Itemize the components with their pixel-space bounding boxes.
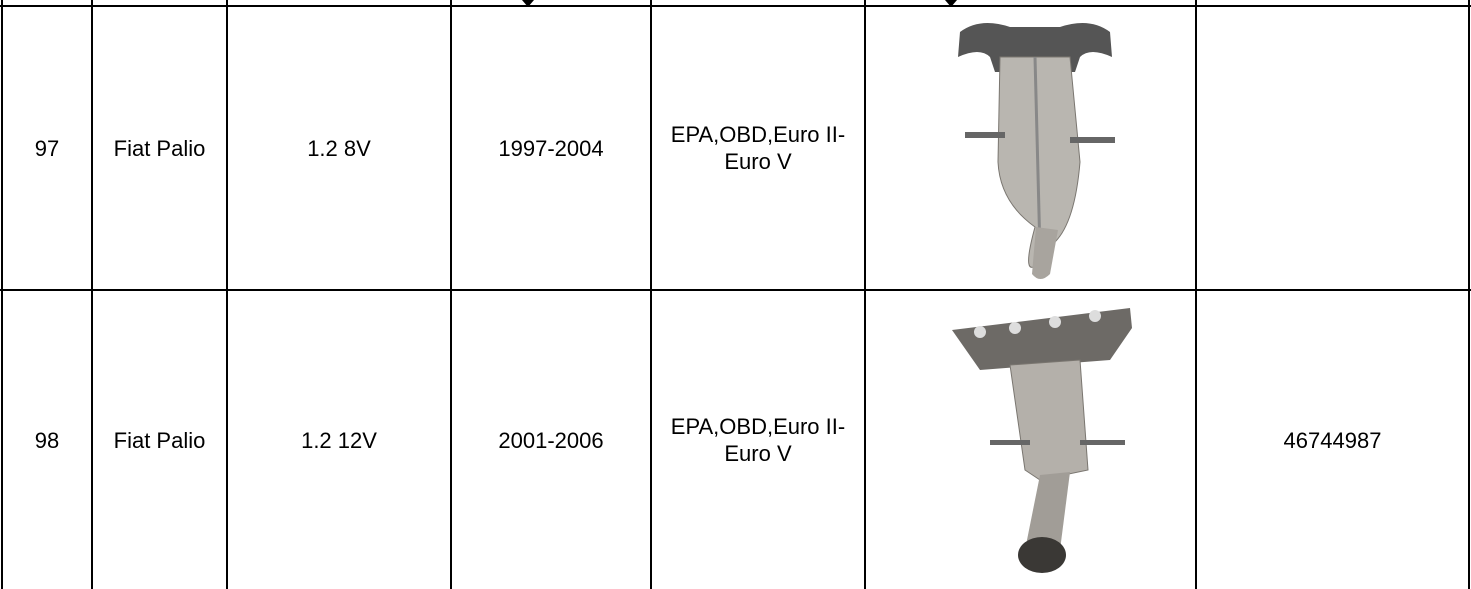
marker (943, 0, 959, 10)
engine: 1.2 12V (301, 427, 377, 454)
standard: EPA,OBD,Euro II-Euro V (656, 413, 861, 467)
cell: 1997-2004 (452, 7, 650, 289)
product-image (940, 12, 1130, 284)
page: {"table": {"rows": [ {"no": "97", "model… (0, 0, 1471, 589)
cell: Fiat Palio (93, 291, 226, 589)
years: 1997-2004 (498, 135, 603, 162)
cell: 2001-2006 (452, 291, 650, 589)
model: Fiat Palio (114, 427, 206, 454)
cell: Fiat Palio (93, 7, 226, 289)
part-number: 46744987 (1284, 427, 1382, 454)
years: 2001-2006 (498, 427, 603, 454)
standard: EPA,OBD,Euro II-Euro V (656, 121, 861, 175)
cell: 97 (3, 7, 91, 289)
column-divider (1468, 0, 1470, 589)
cell: 1.2 12V (228, 291, 450, 589)
column-divider (864, 0, 866, 589)
cell: 98 (3, 291, 91, 589)
cell: 46744987 (1197, 291, 1468, 589)
cell: 1.2 8V (228, 7, 450, 289)
cell: EPA,OBD,Euro II-Euro V (652, 7, 864, 289)
product-image (940, 300, 1140, 580)
model: Fiat Palio (114, 135, 206, 162)
engine: 1.2 8V (307, 135, 371, 162)
row-number: 98 (35, 427, 59, 454)
row-number: 97 (35, 135, 59, 162)
cell: EPA,OBD,Euro II-Euro V (652, 291, 864, 589)
